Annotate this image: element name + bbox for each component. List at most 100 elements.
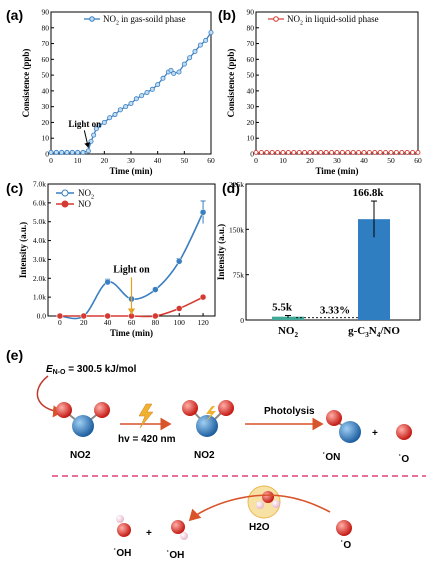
no2-label-2: NO2 <box>194 450 215 461</box>
ratio-label: 3.33% <box>320 305 350 317</box>
data-point <box>64 149 70 155</box>
y-tick-label: 20 <box>42 118 50 127</box>
y-tick-label: 75k <box>233 271 245 280</box>
y-tick-label: 150k <box>229 225 244 234</box>
data-point <box>104 278 111 286</box>
data-point <box>59 149 65 155</box>
x-tick-label: 30 <box>127 156 135 165</box>
data-point <box>171 71 177 77</box>
hydrogen-atom <box>116 515 124 523</box>
y-tick-label: 225k <box>229 180 244 189</box>
y-tick-label: 0 <box>45 150 49 159</box>
photolysis-label: Photolysis <box>264 406 315 417</box>
data-point <box>285 149 291 155</box>
y-tick-label: 10 <box>247 134 255 143</box>
x-tick-label: 0 <box>49 156 53 165</box>
x-category-label: NO2 <box>278 325 299 339</box>
series-line <box>51 32 212 154</box>
x-tick-label: 40 <box>360 156 368 165</box>
data-point <box>393 149 399 155</box>
y-tick-label: 60 <box>42 55 50 64</box>
oxygen-atom <box>56 402 72 418</box>
data-point <box>199 209 207 216</box>
data-point <box>345 149 351 155</box>
x-tick-label: 80 <box>152 318 160 327</box>
x-tick-label: 0 <box>254 156 258 165</box>
plot-frame <box>255 11 419 155</box>
data-point <box>91 132 97 138</box>
data-point <box>53 149 59 155</box>
y-tick-label: 30 <box>42 102 50 111</box>
data-point <box>48 149 54 155</box>
data-point <box>187 55 193 61</box>
data-point <box>334 149 340 155</box>
x-axis-label: Time (min) <box>315 166 358 176</box>
y-tick-label: 90 <box>42 8 50 17</box>
data-point <box>253 149 259 155</box>
energy-label: EN-O = 300.5 kJ/mol <box>46 364 137 376</box>
data-point <box>80 312 88 320</box>
plot-frame <box>245 183 421 321</box>
data-point <box>280 149 286 155</box>
oh-radical-1 <box>116 515 131 537</box>
y-tick-label: 4.0k <box>33 236 46 245</box>
oxygen-radical-2 <box>336 520 352 536</box>
x-tick-label: 20 <box>80 318 88 327</box>
oxygen-atom <box>182 400 198 416</box>
y-tick-label: 6.0k <box>33 198 46 207</box>
annotation-label: Light on <box>68 119 101 129</box>
data-point <box>192 48 198 54</box>
data-point <box>269 149 275 155</box>
x-tick-label: 50 <box>181 156 189 165</box>
y-axis-label: Consistence (ppb) <box>226 49 236 118</box>
lightning-icon <box>138 403 154 429</box>
y-tick-label: 3.0k <box>33 255 46 264</box>
data-point <box>377 149 383 155</box>
data-point <box>152 286 159 293</box>
oxygen-atom <box>171 520 185 534</box>
y-tick-label: 90 <box>247 8 255 17</box>
data-point <box>128 101 134 107</box>
data-point <box>356 149 362 155</box>
data-point <box>318 149 324 155</box>
x-axis-label: Time (min) <box>110 328 153 338</box>
data-label: 5.5k <box>272 302 293 314</box>
data-point <box>160 75 166 81</box>
legend-marker <box>89 16 95 22</box>
data-point <box>197 42 203 48</box>
oh-label-2: ˙OH <box>166 550 184 561</box>
data-point <box>366 149 372 155</box>
annotation-label: Light on <box>113 265 150 276</box>
data-point <box>372 149 378 155</box>
y-tick-label: 5.0k <box>33 217 46 226</box>
o-label-1: ˙O <box>398 454 409 465</box>
data-point <box>203 37 209 43</box>
mechanism-diagram: EN-O = 300.5 kJ/mol NO2 hv = 420 nm NO2 … <box>36 364 426 561</box>
no-molecule <box>326 410 361 443</box>
chart-c: 0 20 40 60 80 100 120 0.0 1.0k 2.0k 3.0k 4.0k 5.0k 6.… <box>18 180 216 338</box>
data-point <box>208 30 214 36</box>
data-point <box>176 69 182 75</box>
oxygen-atom <box>117 523 131 537</box>
o-label-2: ˙O <box>340 540 351 551</box>
data-point <box>329 149 335 155</box>
data-point <box>133 96 139 102</box>
data-point <box>107 115 113 121</box>
panel-label-a: (a) <box>6 7 23 23</box>
data-point <box>101 119 107 125</box>
data-point <box>312 149 318 155</box>
x-tick-label: 100 <box>174 318 186 327</box>
data-point <box>88 138 94 144</box>
y-tick-label: 30 <box>247 102 255 111</box>
x-category-label: g-C3N4/NO <box>348 325 400 339</box>
data-point <box>307 149 313 155</box>
data-point <box>152 312 159 320</box>
x-tick-label: 20 <box>101 156 109 165</box>
chart-a: 0 10 20 30 40 50 60 0 10 20 30 40 50 60 70 80 90 Time (mi… <box>21 8 215 177</box>
data-point <box>388 149 394 155</box>
y-tick-label: 10 <box>42 134 50 143</box>
data-point <box>85 148 91 154</box>
y-tick-label: 1.0k <box>33 293 46 302</box>
no2-label-1: NO2 <box>70 450 91 461</box>
data-point <box>144 89 150 95</box>
